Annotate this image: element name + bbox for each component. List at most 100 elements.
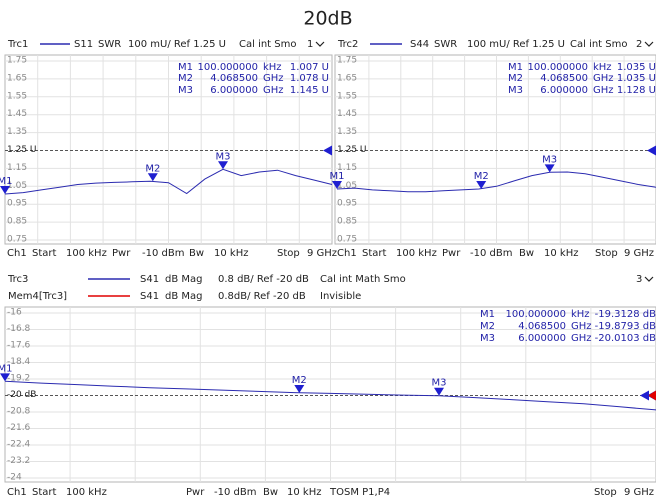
marker-table-unit: GHz: [263, 85, 284, 96]
channel-info: Bw: [519, 248, 534, 259]
marker-table-name: M1: [480, 309, 495, 320]
trace-arrow: [640, 390, 649, 401]
y-tick-label: 1.65: [7, 73, 27, 83]
marker-table-x: 100.000000: [528, 62, 588, 73]
marker-table-unit: kHz: [593, 62, 612, 73]
memory-name: Mem4[Trc3]: [8, 291, 67, 302]
channel-info: Stop: [277, 248, 300, 259]
marker-table-value: 1.145 U: [290, 85, 329, 96]
marker-table-unit: GHz: [593, 85, 614, 96]
marker-table-value: -19.8793 dB: [595, 321, 656, 332]
y-tick-label: 0.95: [337, 199, 357, 209]
marker-table-x: 100.000000: [198, 62, 258, 73]
channel-info: 10 kHz: [287, 487, 321, 498]
channel-info: 9 GHz: [624, 487, 654, 498]
marker-label: M3: [542, 154, 557, 165]
marker-table-x: 6.000000: [540, 85, 588, 96]
marker: [0, 185, 10, 194]
trace-info: 100 mU/ Ref 1.25 U: [467, 39, 565, 50]
channel-info: 100 kHz: [66, 248, 107, 259]
y-tick-label: 1.55: [337, 91, 357, 101]
y-tick-label: 1.25 U: [7, 145, 37, 155]
marker-table-x: 4.068500: [210, 73, 258, 84]
channel-info: 10 kHz: [544, 248, 578, 259]
trace-info: 1: [307, 39, 313, 50]
marker-label: M1: [0, 176, 13, 187]
marker-table-name: M2: [508, 73, 523, 84]
marker-table-x: 6.000000: [518, 333, 566, 344]
y-tick-label: -20.8: [7, 407, 31, 417]
channel-info: Bw: [189, 248, 204, 259]
marker-label: M2: [292, 375, 307, 386]
trace-name: Trc3: [7, 274, 28, 285]
marker-table-x: 4.068500: [518, 321, 566, 332]
y-tick-label: 1.75: [337, 56, 357, 66]
y-tick-label: -23.2: [7, 456, 30, 466]
reference-arrow: [647, 145, 656, 156]
marker-table-name: M2: [480, 321, 495, 332]
y-tick-label: 0.85: [7, 217, 27, 227]
y-tick-label: -19.2: [7, 374, 30, 384]
y-tick-label: -17.6: [7, 341, 31, 351]
trace-info: SWR: [98, 39, 121, 50]
trace-info: 3: [636, 274, 642, 285]
marker-label: M1: [0, 363, 13, 374]
channel-info: Bw: [263, 487, 278, 498]
marker-table-value: 1.078 U: [290, 73, 329, 84]
marker-table-name: M2: [178, 73, 193, 84]
marker-label: M2: [145, 163, 160, 174]
y-tick-label: -16: [7, 308, 22, 318]
marker-table-x: 6.000000: [210, 85, 258, 96]
channel-info: Pwr: [442, 248, 461, 259]
y-tick-label: 0.75: [7, 235, 27, 245]
trace-info: S44: [410, 39, 429, 50]
marker: [217, 161, 228, 170]
marker-table-value: -20.0103 dB: [595, 333, 656, 344]
marker: [0, 373, 10, 382]
marker: [544, 164, 555, 173]
marker-table-x: 4.068500: [540, 73, 588, 84]
marker-label: M1: [330, 171, 345, 182]
trace-info: 2: [636, 39, 642, 50]
marker: [147, 173, 158, 182]
plot-area: [334, 54, 656, 245]
channel-info: Start: [362, 248, 387, 259]
trace: [336, 171, 656, 193]
marker-label: M3: [215, 151, 230, 162]
marker-table-unit: GHz: [263, 73, 284, 84]
memory-arrow: [648, 390, 656, 401]
channel-info: -10 dBm: [214, 487, 256, 498]
marker-table-name: M1: [508, 62, 523, 73]
y-tick-label: 1.15: [7, 163, 27, 173]
marker-label: M2: [474, 171, 489, 182]
y-tick-label: 0.75: [337, 235, 357, 245]
trace-info: Cal int Math Smo: [320, 274, 406, 285]
trace-info: dB Mag: [165, 274, 203, 285]
marker-table-unit: GHz: [593, 73, 614, 84]
channel-info: -10 dBm: [470, 248, 512, 259]
trace-info: Cal int Smo: [570, 39, 628, 50]
channel-info: Ch1: [337, 248, 357, 259]
marker: [476, 180, 487, 189]
channel-info: Ch1: [7, 487, 27, 498]
marker-table-value: 1.035 U: [617, 73, 656, 84]
channel-info: 10 kHz: [214, 248, 248, 259]
marker-table-name: M3: [480, 333, 495, 344]
page-title: 20dB: [303, 8, 352, 30]
memory-info: dB Mag: [165, 291, 203, 302]
y-tick-label: 1.65: [337, 73, 357, 83]
marker-table-name: M1: [178, 62, 193, 73]
marker-label: M3: [431, 378, 446, 389]
channel-info: TOSM P1,P4: [329, 487, 390, 498]
y-tick-label: 1.15: [337, 163, 357, 173]
y-tick-label: 0.95: [7, 199, 27, 209]
trace-menu-chevron: [644, 276, 654, 282]
y-tick-label: 1.35: [337, 127, 357, 137]
marker-table-name: M3: [178, 85, 193, 96]
y-tick-label: -22.4: [7, 440, 31, 450]
marker-table-value: 1.128 U: [617, 85, 656, 96]
memory-info: Invisible: [320, 291, 361, 302]
marker-table-unit: GHz: [571, 333, 592, 344]
reference-arrow: [323, 145, 332, 156]
